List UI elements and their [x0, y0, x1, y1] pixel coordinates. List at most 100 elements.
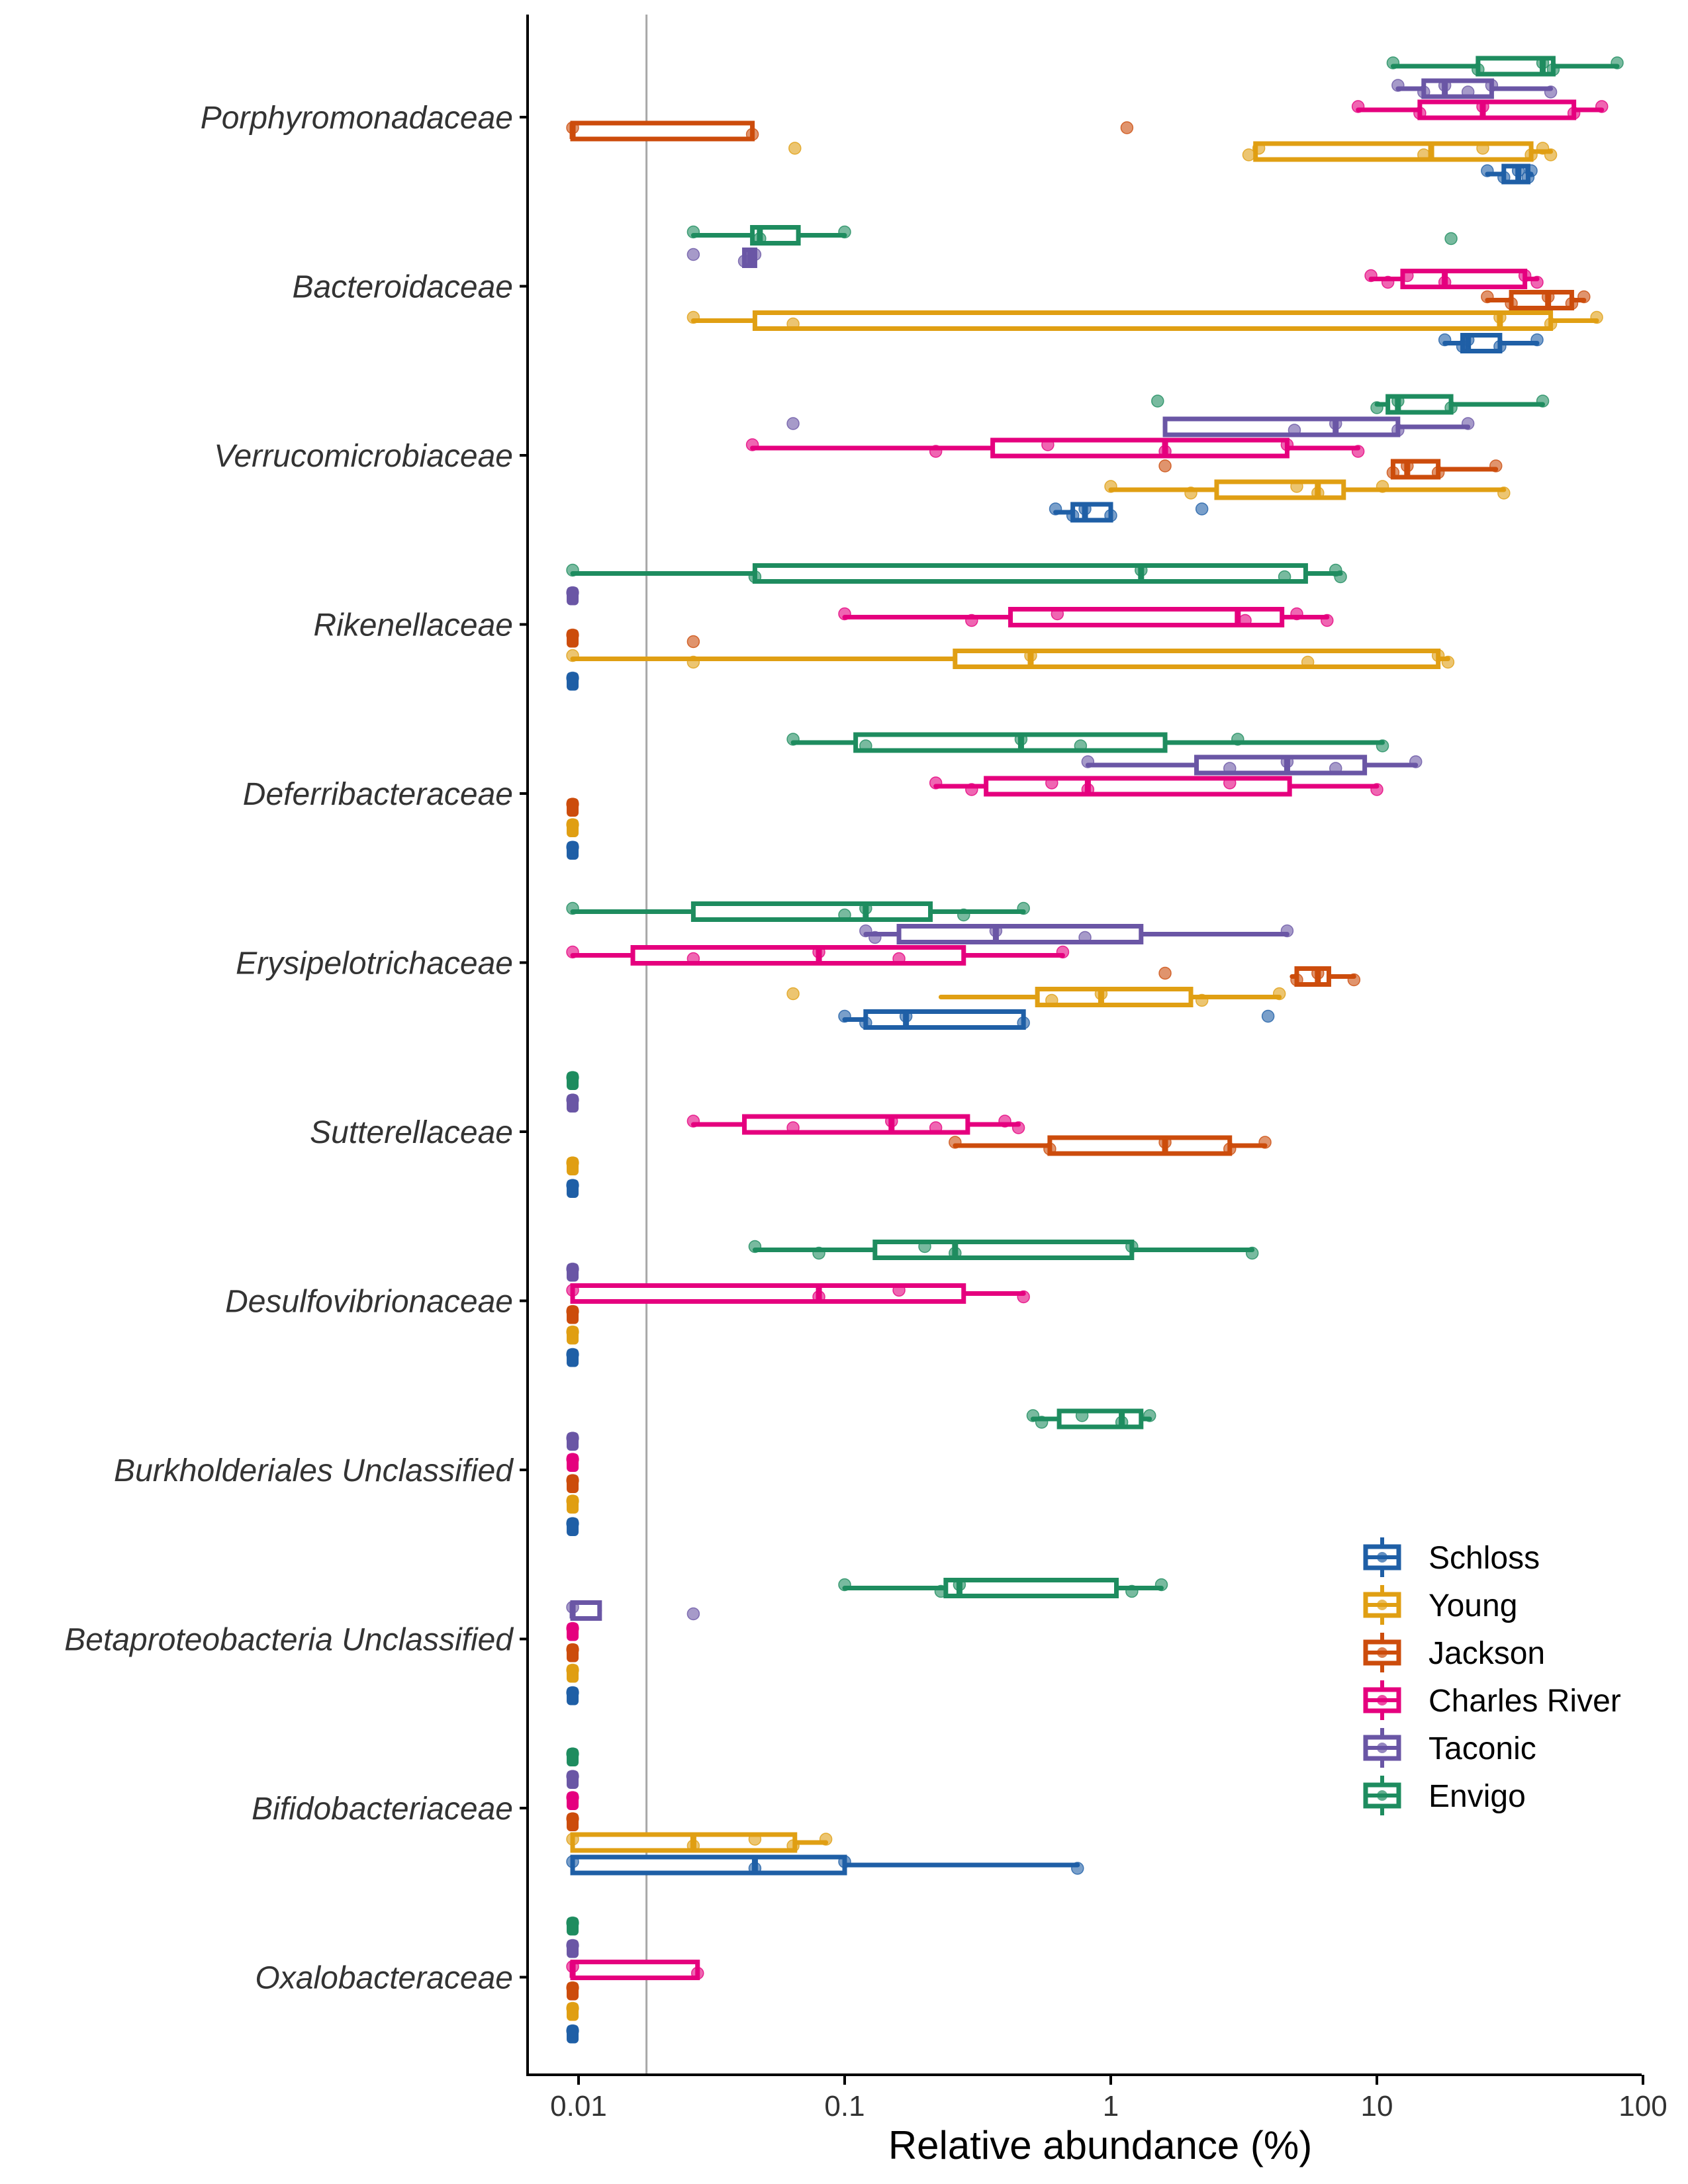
box-desulfovibrionaceae-jackson [566, 1304, 579, 1324]
data-point [1017, 1016, 1030, 1030]
data-point [1290, 973, 1303, 987]
data-point [1223, 762, 1237, 775]
box-burkholderiales-unclassified-schloss [566, 1517, 579, 1536]
legend-item-jackson: Jackson [1363, 1633, 1545, 1672]
data-point [566, 1621, 579, 1635]
category-label-betaproteobacteria-unclassified: Betaproteobacteria Unclassified [64, 1623, 514, 1658]
data-point [1290, 480, 1303, 493]
data-point [1290, 607, 1303, 621]
data-point [1014, 733, 1028, 746]
box-iqr [1214, 479, 1346, 500]
data-point [1035, 1416, 1049, 1429]
box-burkholderiales-unclassified-taconic [566, 1432, 579, 1451]
data-point [1301, 655, 1315, 669]
box-iqr [1509, 290, 1574, 310]
data-point [1045, 776, 1058, 790]
box-erysipelotrichaceae-schloss [838, 1009, 1275, 1030]
box-iqr [570, 1832, 798, 1853]
legend-label: Jackson [1429, 1636, 1545, 1671]
data-point [1078, 931, 1092, 944]
data-point [566, 1938, 579, 1952]
data-point [788, 142, 802, 155]
data-point [1158, 966, 1172, 980]
legend-label: Charles River [1429, 1684, 1621, 1719]
data-point [1223, 776, 1237, 790]
data-point [1252, 142, 1266, 155]
data-point [686, 952, 700, 966]
data-point [1417, 148, 1430, 161]
data-point [1329, 762, 1342, 775]
box-iqr [1035, 987, 1194, 1007]
box-iqr [853, 732, 1168, 753]
box-erysipelotrichaceae-taconic [859, 924, 1294, 944]
category-labels: Porphyromonadaceae Bacteroidaceae Verrucom… [64, 101, 528, 1996]
box-bifidobacteriaceae-envigo [566, 1747, 579, 1766]
box-iqr [690, 901, 933, 922]
data-point [566, 1432, 579, 1445]
data-point [953, 1578, 966, 1592]
data-point [838, 607, 851, 621]
data-point [1505, 296, 1518, 310]
box-burkholderiales-unclassified-envigo [1026, 1408, 1156, 1430]
legend-label: Schloss [1429, 1541, 1540, 1576]
data-point [1376, 739, 1389, 752]
data-point [566, 945, 579, 959]
legend-key-point [1377, 1743, 1387, 1753]
data-point [566, 563, 579, 577]
box-desulfovibrionaceae-taconic [566, 1262, 579, 1282]
box-bacteroidaceae-envigo [686, 225, 1458, 246]
data-point [748, 1833, 762, 1846]
data-point [812, 945, 825, 959]
box-rikenellaceae-envigo [566, 563, 1347, 584]
data-point [1438, 333, 1452, 347]
x-tick-label: 0.01 [550, 2090, 607, 2122]
legend-key-point [1377, 1647, 1387, 1658]
data-point [1376, 480, 1389, 493]
data-point [965, 614, 978, 627]
data-point [786, 417, 800, 430]
box-oxalobacteraceae-charles-river [566, 1960, 704, 1980]
data-point [838, 1009, 851, 1023]
box-iqr [1162, 416, 1401, 437]
data-point [838, 1855, 851, 1868]
data-point [1143, 1409, 1156, 1422]
data-point [566, 1600, 579, 1614]
box-sutterellaceae-schloss [566, 1179, 579, 1198]
data-point [1051, 607, 1064, 621]
box-sutterellaceae-young [566, 1156, 579, 1175]
box-bifidobacteriaceae-schloss [566, 1854, 1084, 1876]
data-point [1239, 614, 1252, 627]
data-point [892, 1283, 906, 1297]
legend-label: Taconic [1429, 1731, 1536, 1766]
data-point [566, 1304, 579, 1318]
box-sutterellaceae-taconic [566, 1093, 579, 1113]
data-point [1311, 486, 1325, 500]
data-point [566, 1981, 579, 1995]
data-point [786, 1839, 800, 1852]
data-point [686, 655, 700, 669]
data-point [1438, 275, 1452, 289]
box-desulfovibrionaceae-charles-river [566, 1283, 1030, 1304]
data-point [1078, 502, 1092, 516]
data-point [1544, 148, 1558, 161]
box-iqr [1421, 78, 1494, 99]
box-oxalobacteraceae-envigo [566, 1916, 579, 1936]
data-point [949, 1246, 962, 1260]
box-deferribacteraceae-charles-river [929, 776, 1383, 797]
data-point [686, 225, 700, 239]
box-burkholderiales-unclassified-charles-river [566, 1453, 579, 1472]
axes-layer [526, 15, 1642, 2076]
data-point [1493, 340, 1507, 353]
data-point [1120, 121, 1134, 134]
data-point [691, 1966, 704, 1980]
box-iqr [1056, 1408, 1144, 1430]
box-iqr [630, 945, 966, 966]
data-point [1577, 290, 1591, 304]
data-point [1158, 459, 1172, 473]
data-point [1280, 438, 1294, 451]
data-point [812, 1246, 825, 1260]
data-point [1370, 401, 1383, 414]
box-porphyromonadaceae-young [788, 141, 1558, 162]
legend-key-point [1377, 1552, 1387, 1563]
legend-key-point [1377, 1695, 1387, 1706]
